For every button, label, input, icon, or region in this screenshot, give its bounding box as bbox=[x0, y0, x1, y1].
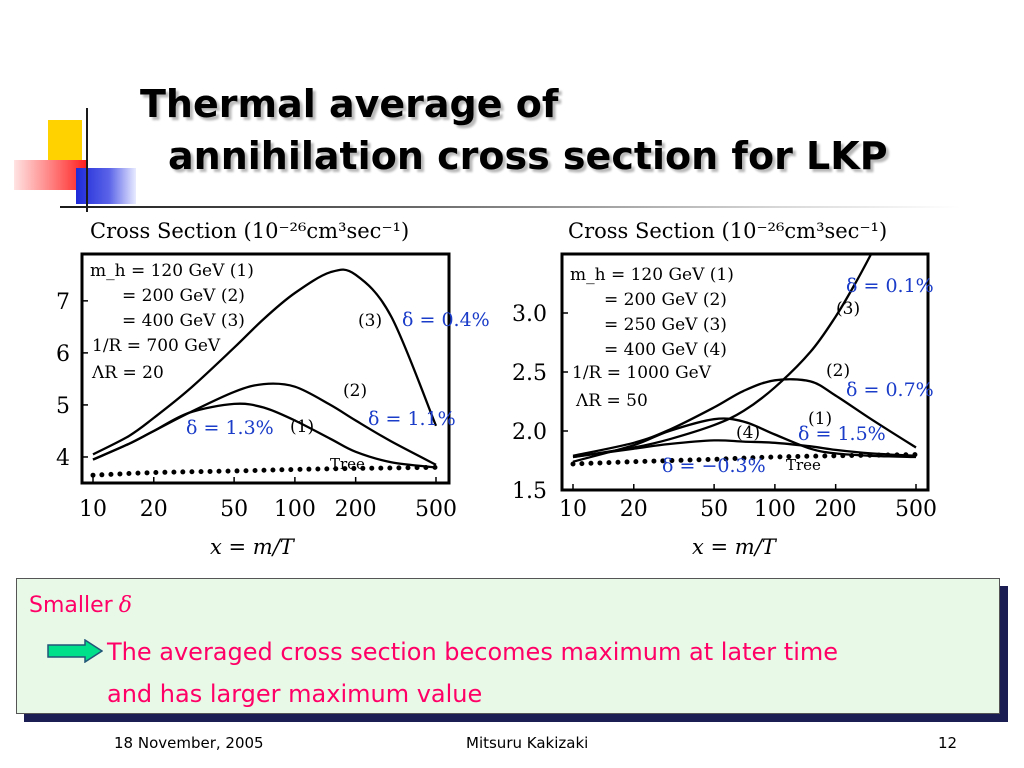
chart-right-delta-1: δ = 0.1% bbox=[846, 275, 934, 297]
chart-left-annotation-2: (2) bbox=[343, 381, 367, 401]
right-arrow-icon bbox=[47, 639, 103, 663]
chart-right-xtick-label: 500 bbox=[895, 497, 937, 522]
chart-right-xtick-label: 50 bbox=[700, 497, 728, 522]
chart-right-annotation-1: (1) bbox=[808, 409, 832, 429]
chart-right-ytick-label: 3.0 bbox=[512, 302, 547, 327]
decor-red-bar bbox=[14, 160, 86, 190]
chart-left-annotation-tree: Tree bbox=[330, 455, 365, 473]
decor-blue-bar bbox=[76, 168, 136, 204]
chart-left-param-3: = 400 GeV (3) bbox=[122, 311, 245, 331]
chart-left-xtick-label: 100 bbox=[274, 497, 316, 522]
chart-left: Cross Section (10⁻²⁶cm³sec⁻¹) 10 20 50 100 2… bbox=[56, 219, 490, 559]
chart-right-ytick-label: 1.5 bbox=[512, 479, 547, 504]
chart-left-param-4: 1/R = 700 GeV bbox=[92, 336, 221, 356]
chart-right-xlabel: x = m/T bbox=[692, 535, 778, 559]
chart-left-ytick-label: 7 bbox=[56, 290, 70, 315]
chart-right-ytick-label: 2.0 bbox=[512, 420, 547, 445]
chart-left-xtick-label: 50 bbox=[220, 497, 248, 522]
chart-left-param-2: = 200 GeV (2) bbox=[122, 286, 245, 306]
chart-left-annotation-1: (1) bbox=[290, 417, 314, 437]
chart-right-xtick-label: 20 bbox=[620, 497, 648, 522]
chart-left-xtick-label: 20 bbox=[140, 497, 168, 522]
chart-right-title: Cross Section (10⁻²⁶cm³sec⁻¹) bbox=[568, 219, 887, 243]
chart-right-param-2: = 200 GeV (2) bbox=[604, 290, 727, 310]
chart-left-series-2 bbox=[92, 382, 437, 466]
slide-title: Thermal average of annihilation cross se… bbox=[140, 78, 888, 182]
chart-right-series-1 bbox=[572, 439, 917, 459]
decor-vertical-line bbox=[86, 108, 88, 212]
chart-right-param-3: = 250 GeV (3) bbox=[604, 315, 727, 335]
summary-line-1: The averaged cross section becomes maxim… bbox=[107, 638, 839, 666]
chart-right-tick-group: 10 20 50 100 200 500 1.5 2.0 2.5 3.0 bbox=[512, 302, 937, 522]
footer-date: 18 November, 2005 bbox=[114, 734, 264, 752]
chart-left-title: Cross Section (10⁻²⁶cm³sec⁻¹) bbox=[90, 219, 409, 243]
chart-right-ytick-label: 2.5 bbox=[512, 361, 547, 386]
summary-line-2: and has larger maximum value bbox=[107, 680, 483, 708]
chart-left-delta-3: δ = 1.3% bbox=[186, 417, 274, 439]
chart-left-xtick-label: 500 bbox=[415, 497, 457, 522]
chart-right-param-4: = 400 GeV (4) bbox=[604, 340, 727, 360]
chart-left-ytick-label: 5 bbox=[56, 394, 70, 419]
summary-body: The averaged cross section becomes maxim… bbox=[107, 631, 838, 715]
summary-box: Smaller δ The averaged cross section beco… bbox=[16, 578, 1000, 714]
chart-right: Cross Section (10⁻²⁶cm³sec⁻¹) 10 20 50 100 2… bbox=[512, 219, 937, 559]
chart-right-series-3 bbox=[572, 253, 873, 459]
chart-left-delta-1: δ = 0.4% bbox=[402, 309, 490, 331]
slide-title-line2: annihilation cross section for LKP bbox=[168, 134, 888, 178]
title-underline bbox=[60, 206, 960, 208]
chart-right-xtick-label: 10 bbox=[559, 497, 587, 522]
chart-right-delta-2: δ = 0.7% bbox=[846, 379, 934, 401]
chart-left-ytick-label: 6 bbox=[56, 342, 70, 367]
chart-right-param-6: ΛR = 50 bbox=[575, 391, 648, 411]
summary-prefix: Smaller bbox=[29, 593, 113, 618]
chart-right-xtick-label: 100 bbox=[754, 497, 796, 522]
chart-right-annotation-2: (2) bbox=[826, 361, 850, 381]
chart-left-series-3 bbox=[92, 268, 438, 456]
chart-right-delta-4: δ = −0.3% bbox=[662, 455, 766, 477]
chart-left-delta-2: δ = 1.1% bbox=[368, 408, 456, 430]
decor-yellow-square bbox=[48, 120, 82, 160]
chart-right-param-5: 1/R = 1000 GeV bbox=[572, 363, 712, 383]
summary-delta-symbol: δ bbox=[118, 593, 132, 618]
chart-left-xlabel: x = m/T bbox=[210, 535, 296, 559]
chart-left-tick-group: 10 20 50 100 200 500 4 5 6 7 bbox=[56, 290, 457, 522]
chart-left-param-1: m_h = 120 GeV (1) bbox=[90, 261, 254, 281]
chart-left-xtick-label: 10 bbox=[79, 497, 107, 522]
chart-right-param-1: m_h = 120 GeV (1) bbox=[570, 265, 734, 285]
chart-right-annotation-tree: Tree bbox=[786, 456, 821, 474]
chart-right-delta-3: δ = 1.5% bbox=[798, 423, 886, 445]
chart-left-series-tree bbox=[90, 464, 439, 478]
chart-left-ytick-label: 4 bbox=[56, 446, 70, 471]
chart-right-series-tree bbox=[570, 452, 919, 467]
summary-heading: Smaller δ bbox=[29, 593, 132, 618]
chart-left-curve-group bbox=[90, 268, 439, 478]
chart-right-curve-group bbox=[570, 253, 919, 467]
footer-author: Mitsuru Kakizaki bbox=[466, 734, 589, 752]
footer-page-number: 12 bbox=[938, 734, 958, 752]
chart-left-annotation-3: (3) bbox=[358, 311, 382, 331]
chart-right-xtick-label: 200 bbox=[815, 497, 857, 522]
chart-left-param-5: ΛR = 20 bbox=[91, 363, 164, 383]
slide-title-line1: Thermal average of bbox=[140, 82, 559, 126]
chart-right-annotation-3: (3) bbox=[836, 299, 860, 319]
chart-left-frame bbox=[80, 252, 451, 485]
chart-right-annotation-4: (4) bbox=[736, 423, 760, 443]
chart-left-xtick-label: 200 bbox=[335, 497, 377, 522]
